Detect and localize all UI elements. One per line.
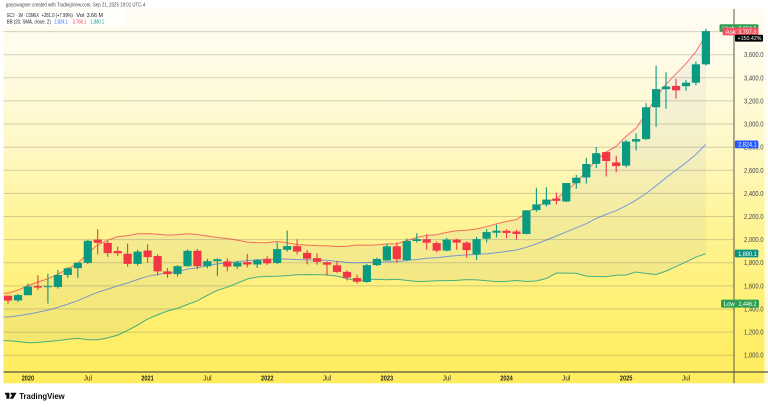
- svg-text:Low: Low: [724, 301, 735, 308]
- svg-text:Jul: Jul: [562, 376, 571, 383]
- svg-text:garyswagner created with Tradi: garyswagner created with TradingView.com…: [6, 2, 146, 8]
- svg-text:1,200.0: 1,200.0: [744, 328, 764, 337]
- svg-text:1,880.1: 1,880.1: [91, 19, 105, 25]
- svg-text:Jul: Jul: [203, 376, 212, 383]
- svg-text:Jul: Jul: [84, 376, 93, 383]
- svg-text:3.66 M: 3.66 M: [87, 13, 103, 19]
- svg-text:2,000.0: 2,000.0: [744, 235, 764, 244]
- svg-text:2,400.0: 2,400.0: [744, 189, 764, 198]
- svg-text:3,600.0: 3,600.0: [744, 50, 764, 59]
- svg-text:3,400.0: 3,400.0: [744, 73, 764, 82]
- svg-text:Ask: Ask: [726, 29, 737, 36]
- svg-text:2023: 2023: [381, 376, 394, 383]
- svg-text:Jul: Jul: [323, 376, 332, 383]
- svg-text:2,600.0: 2,600.0: [744, 166, 764, 175]
- svg-text:1,800.0: 1,800.0: [744, 258, 764, 267]
- svg-text:1,400.0: 1,400.0: [744, 305, 764, 314]
- svg-text:3,200.0: 3,200.0: [744, 96, 764, 105]
- svg-text:1,880.1: 1,880.1: [738, 251, 757, 258]
- svg-text:1,600.0: 1,600.0: [744, 281, 764, 290]
- svg-text:2025: 2025: [620, 376, 633, 383]
- svg-text:3,797.3: 3,797.3: [738, 29, 756, 36]
- svg-text:+150.42%: +150.42%: [738, 36, 762, 42]
- svg-text:GC1! · 1M · COMEX: GC1! · 1M · COMEX: [7, 13, 39, 19]
- svg-text:2024: 2024: [500, 376, 513, 383]
- svg-text:3,768.1: 3,768.1: [73, 19, 87, 25]
- svg-text:3,000.0: 3,000.0: [744, 120, 764, 129]
- svg-text:2,824.1: 2,824.1: [54, 19, 68, 25]
- svg-text:Jul: Jul: [443, 376, 452, 383]
- svg-text:2022: 2022: [261, 376, 274, 383]
- svg-text:2,200.0: 2,200.0: [744, 212, 764, 221]
- svg-text:TradingView: TradingView: [19, 391, 65, 401]
- svg-text:1,446.2: 1,446.2: [739, 301, 757, 308]
- svg-text:Jul: Jul: [682, 376, 691, 383]
- svg-text:1,000.0: 1,000.0: [744, 351, 764, 360]
- svg-text:2,824.1: 2,824.1: [738, 142, 757, 149]
- svg-text:Vol: Vol: [76, 13, 84, 19]
- svg-text:BB (20, SMA, close, 2): BB (20, SMA, close, 2): [7, 19, 51, 25]
- svg-text:2020: 2020: [22, 376, 35, 383]
- svg-text:+281.0 (+7.99%): +281.0 (+7.99%): [42, 13, 74, 19]
- svg-text:2021: 2021: [141, 376, 154, 383]
